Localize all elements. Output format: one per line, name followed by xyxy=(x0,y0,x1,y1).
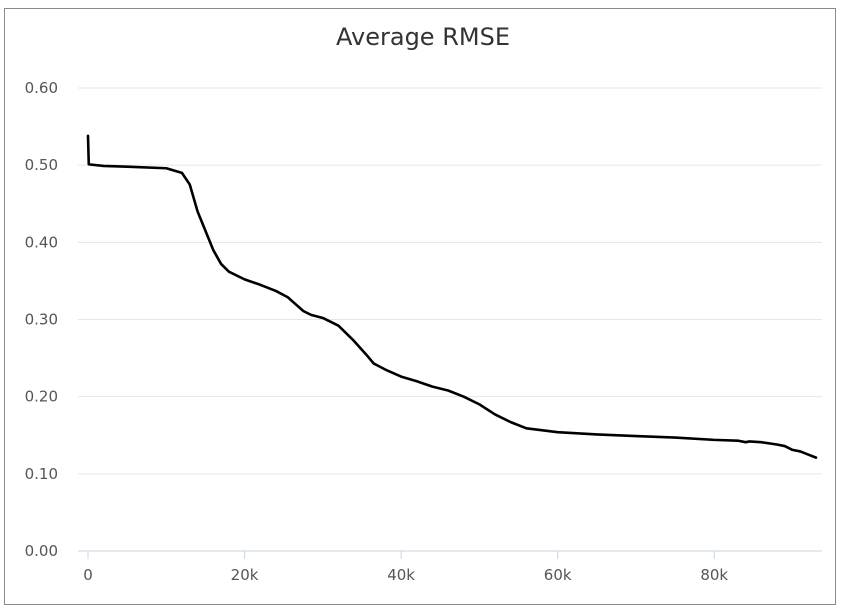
x-tick-label: 80k xyxy=(700,566,728,584)
y-tick-label: 0.60 xyxy=(25,79,58,97)
series-line xyxy=(86,134,818,459)
y-tick-label: 0.00 xyxy=(25,542,58,560)
chart-frame xyxy=(4,8,836,605)
y-tick-label: 0.10 xyxy=(25,465,58,483)
x-tick-label: 40k xyxy=(387,566,415,584)
x-tick-label: 60k xyxy=(544,566,572,584)
y-tick-label: 0.30 xyxy=(25,311,58,329)
y-tick-label: 0.40 xyxy=(25,233,58,251)
y-tick-label: 0.50 xyxy=(25,156,58,174)
y-axis-ticks: 0.00 0.10 0.20 0.30 0.40 0.50 0.60 xyxy=(25,79,58,560)
x-tick-label: 0 xyxy=(83,566,93,584)
grid-lines xyxy=(78,87,822,475)
x-tick-label: 20k xyxy=(231,566,259,584)
y-tick-label: 0.20 xyxy=(25,388,58,406)
x-axis-ticks: 0 20k 40k 60k 80k xyxy=(83,551,728,584)
chart-title: Average RMSE xyxy=(336,23,510,51)
